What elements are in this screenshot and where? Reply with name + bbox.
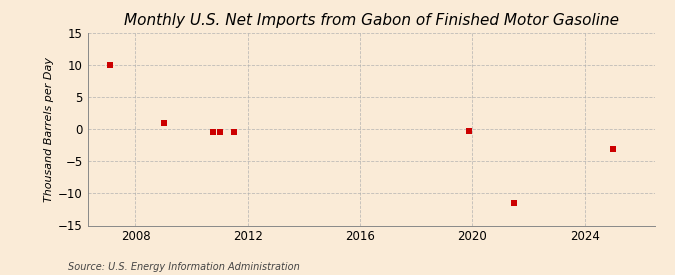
Title: Monthly U.S. Net Imports from Gabon of Finished Motor Gasoline: Monthly U.S. Net Imports from Gabon of F… bbox=[124, 13, 619, 28]
Text: Source: U.S. Energy Information Administration: Source: U.S. Energy Information Administ… bbox=[68, 262, 299, 272]
Y-axis label: Thousand Barrels per Day: Thousand Barrels per Day bbox=[44, 57, 54, 202]
Point bbox=[464, 128, 475, 133]
Point bbox=[158, 121, 169, 125]
Point bbox=[509, 201, 520, 205]
Point bbox=[207, 130, 218, 135]
Point bbox=[104, 63, 115, 67]
Point bbox=[228, 130, 239, 135]
Point bbox=[608, 146, 618, 151]
Point bbox=[214, 130, 225, 135]
